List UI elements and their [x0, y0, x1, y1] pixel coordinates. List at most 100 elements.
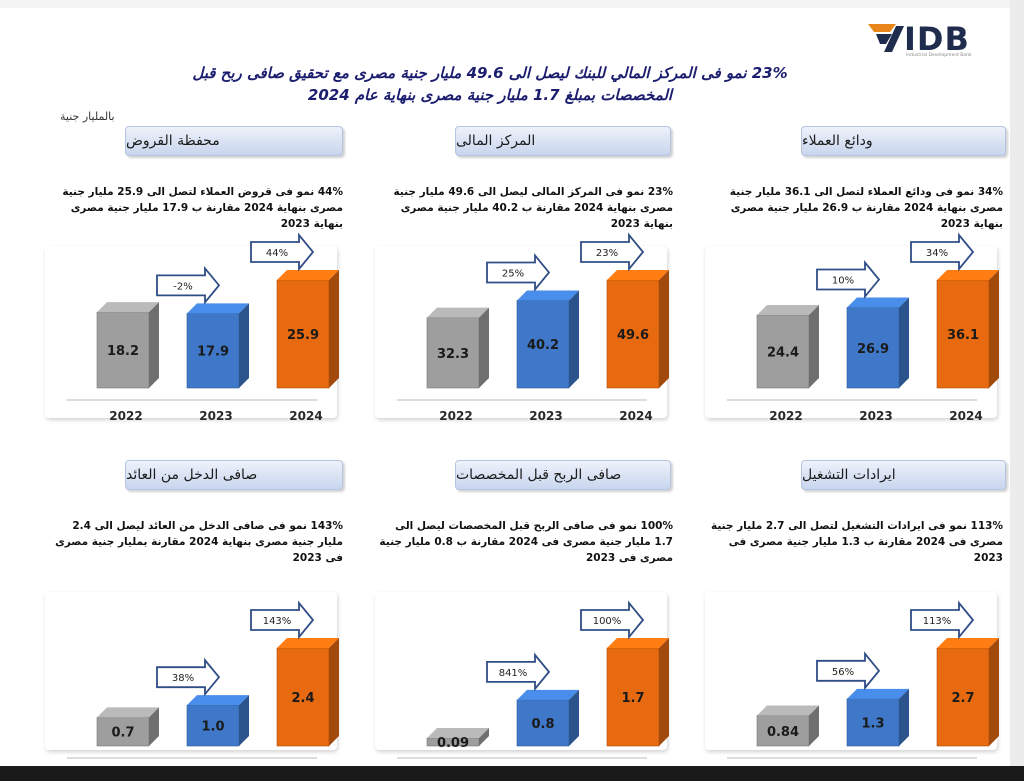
idb-logo: IDB Industrial Development Bank: [866, 20, 986, 62]
chart-title: ايرادات التشغيل: [801, 460, 1006, 490]
bar: [426, 307, 489, 389]
bar-chart: 32.3 2022 40.2 2023 49.6 2024 25% 23%: [397, 232, 669, 423]
growth-arrow: [250, 600, 315, 640]
chart-description: 44% نمو فى قروض العملاء لتصل الى 25.9 مل…: [62, 186, 343, 230]
bar-chart: 18.2 2022 17.9 2023 25.9 2024 -2% 44%: [67, 232, 339, 423]
bar-chart: 24.4 2022 26.9 2023 36.1 2024 10% 34%: [727, 232, 999, 423]
bar: [276, 270, 339, 389]
growth-arrow: [580, 232, 645, 272]
growth-percent-label: 56%: [832, 667, 854, 678]
chart-panel: محفظة القروض 44% نمو فى قروض العملاء لتصل…: [45, 126, 345, 426]
growth-percent-label: -2%: [173, 281, 192, 292]
bar-value-label: 0.84: [767, 725, 799, 740]
bar-value-label: 0.8: [531, 717, 554, 732]
bar-value-label: 0.09: [437, 736, 469, 751]
bar-value-label: 32.3: [437, 347, 469, 362]
growth-percent-label: 841%: [499, 668, 528, 679]
chart-description: 23% نمو فى المركز المالى ليصل الى 49.6 م…: [393, 186, 673, 230]
bar-chart: 0.720221.020232.4202438%143%: [67, 600, 339, 781]
bar-value-label: 2.4: [291, 691, 314, 706]
year-tick-label: 2023: [529, 409, 562, 423]
growth-arrow: [580, 600, 645, 640]
year-tick-label: 2024: [949, 409, 982, 423]
headline-line-2: المخصصات بمبلغ 1.7 مليار جنية مصرى بنهاي…: [307, 86, 673, 104]
bar: [846, 297, 909, 389]
bar: [846, 688, 909, 747]
bar: [936, 638, 999, 747]
chart-panel: صافى الدخل من العائد 143% نمو فى صافى الد…: [45, 460, 345, 781]
growth-arrow: [910, 600, 975, 640]
bar-value-label: 2.7: [951, 691, 974, 706]
bar-value-label: 18.2: [107, 344, 139, 359]
right-margin: [1010, 0, 1024, 766]
bar-value-label: 40.2: [527, 338, 559, 353]
bar-value-label: 1.3: [861, 716, 884, 731]
growth-percent-label: 143%: [263, 616, 292, 627]
growth-arrow: [816, 651, 881, 691]
bar-value-label: 0.7: [111, 726, 134, 741]
bar: [186, 303, 249, 389]
chart-description: 113% نمو فى ايرادات التشغيل لتصل الى 2.7…: [710, 520, 1003, 564]
bar-chart: 0.8420221.320232.7202456%113%: [727, 600, 999, 781]
growth-arrow: [910, 232, 975, 272]
bar-value-label: 25.9: [287, 328, 319, 343]
bar: [516, 290, 579, 389]
chart-panel: المركز المالى 23% نمو فى المركز المالى لي…: [375, 126, 675, 426]
bar: [756, 705, 819, 747]
year-tick-label: 2022: [439, 409, 472, 423]
chart-title: صافى الربح قبل المخصصات: [455, 460, 671, 490]
year-tick-label: 2024: [289, 409, 322, 423]
bar-value-label: 36.1: [947, 328, 979, 343]
growth-arrow: [156, 265, 221, 305]
chart-title: محفظة القروض: [125, 126, 343, 156]
bar: [96, 302, 159, 389]
bar: [276, 638, 339, 747]
year-tick-label: 2023: [859, 409, 892, 423]
bar: [756, 305, 819, 389]
slide: IDB Industrial Development Bank 23% نمو …: [0, 8, 1010, 781]
logo-subtitle: Industrial Development Bank: [906, 53, 972, 58]
bar-value-label: 26.9: [857, 342, 889, 357]
headline: 23% نمو فى المركز المالي للبنك ليصل الى …: [150, 62, 830, 106]
bar-value-label: 17.9: [197, 345, 229, 360]
growth-percent-label: 25%: [502, 268, 524, 279]
chart-description: 34% نمو فى ودائع العملاء لتصل الى 36.1 م…: [729, 186, 1003, 230]
year-tick-label: 2022: [769, 409, 802, 423]
year-tick-label: 2023: [199, 409, 232, 423]
growth-arrow: [816, 260, 881, 300]
bar-value-label: 49.6: [617, 328, 649, 343]
growth-percent-label: 113%: [923, 616, 952, 627]
chart-panel: ايرادات التشغيل 113% نمو فى ايرادات التشغ…: [705, 460, 1006, 781]
chart-title: المركز المالى: [455, 126, 671, 156]
growth-percent-label: 38%: [172, 673, 194, 684]
growth-arrow: [156, 657, 221, 697]
chart-description: 143% نمو فى صافى الدخل من العائد ليصل ال…: [55, 520, 343, 564]
chart-panel: ودائع العملاء 34% نمو فى ودائع العملاء لت…: [705, 126, 1006, 426]
growth-percent-label: 23%: [596, 248, 618, 259]
bar: [186, 695, 249, 747]
chart-panel: صافى الربح قبل المخصصات 100% نمو فى صافى …: [375, 460, 675, 781]
growth-arrow: [486, 252, 551, 292]
year-tick-label: 2024: [619, 409, 652, 423]
bar-chart: 0.0920220.820231.72024841%100%: [397, 600, 669, 781]
logo-mark-icon: [868, 24, 904, 52]
bar: [516, 689, 579, 747]
headline-line-1: 23% نمو فى المركز المالي للبنك ليصل الى …: [192, 64, 788, 82]
growth-arrow: [486, 652, 551, 692]
chart-title: صافى الدخل من العائد: [125, 460, 343, 490]
bar: [606, 638, 669, 747]
bar-value-label: 24.4: [767, 346, 799, 361]
bottom-bar: [0, 766, 1024, 781]
bar: [606, 270, 669, 389]
growth-percent-label: 10%: [832, 276, 854, 287]
chart-title: ودائع العملاء: [801, 126, 1006, 156]
growth-percent-label: 100%: [593, 616, 622, 627]
bar: [426, 728, 489, 747]
growth-percent-label: 34%: [926, 248, 948, 259]
chart-description: 100% نمو فى صافى الربح قبل المخصصات ليصل…: [379, 520, 673, 564]
bar: [96, 707, 159, 747]
bar-value-label: 1.7: [621, 691, 644, 706]
unit-label: بالمليار جنية: [60, 110, 115, 123]
year-tick-label: 2022: [109, 409, 142, 423]
